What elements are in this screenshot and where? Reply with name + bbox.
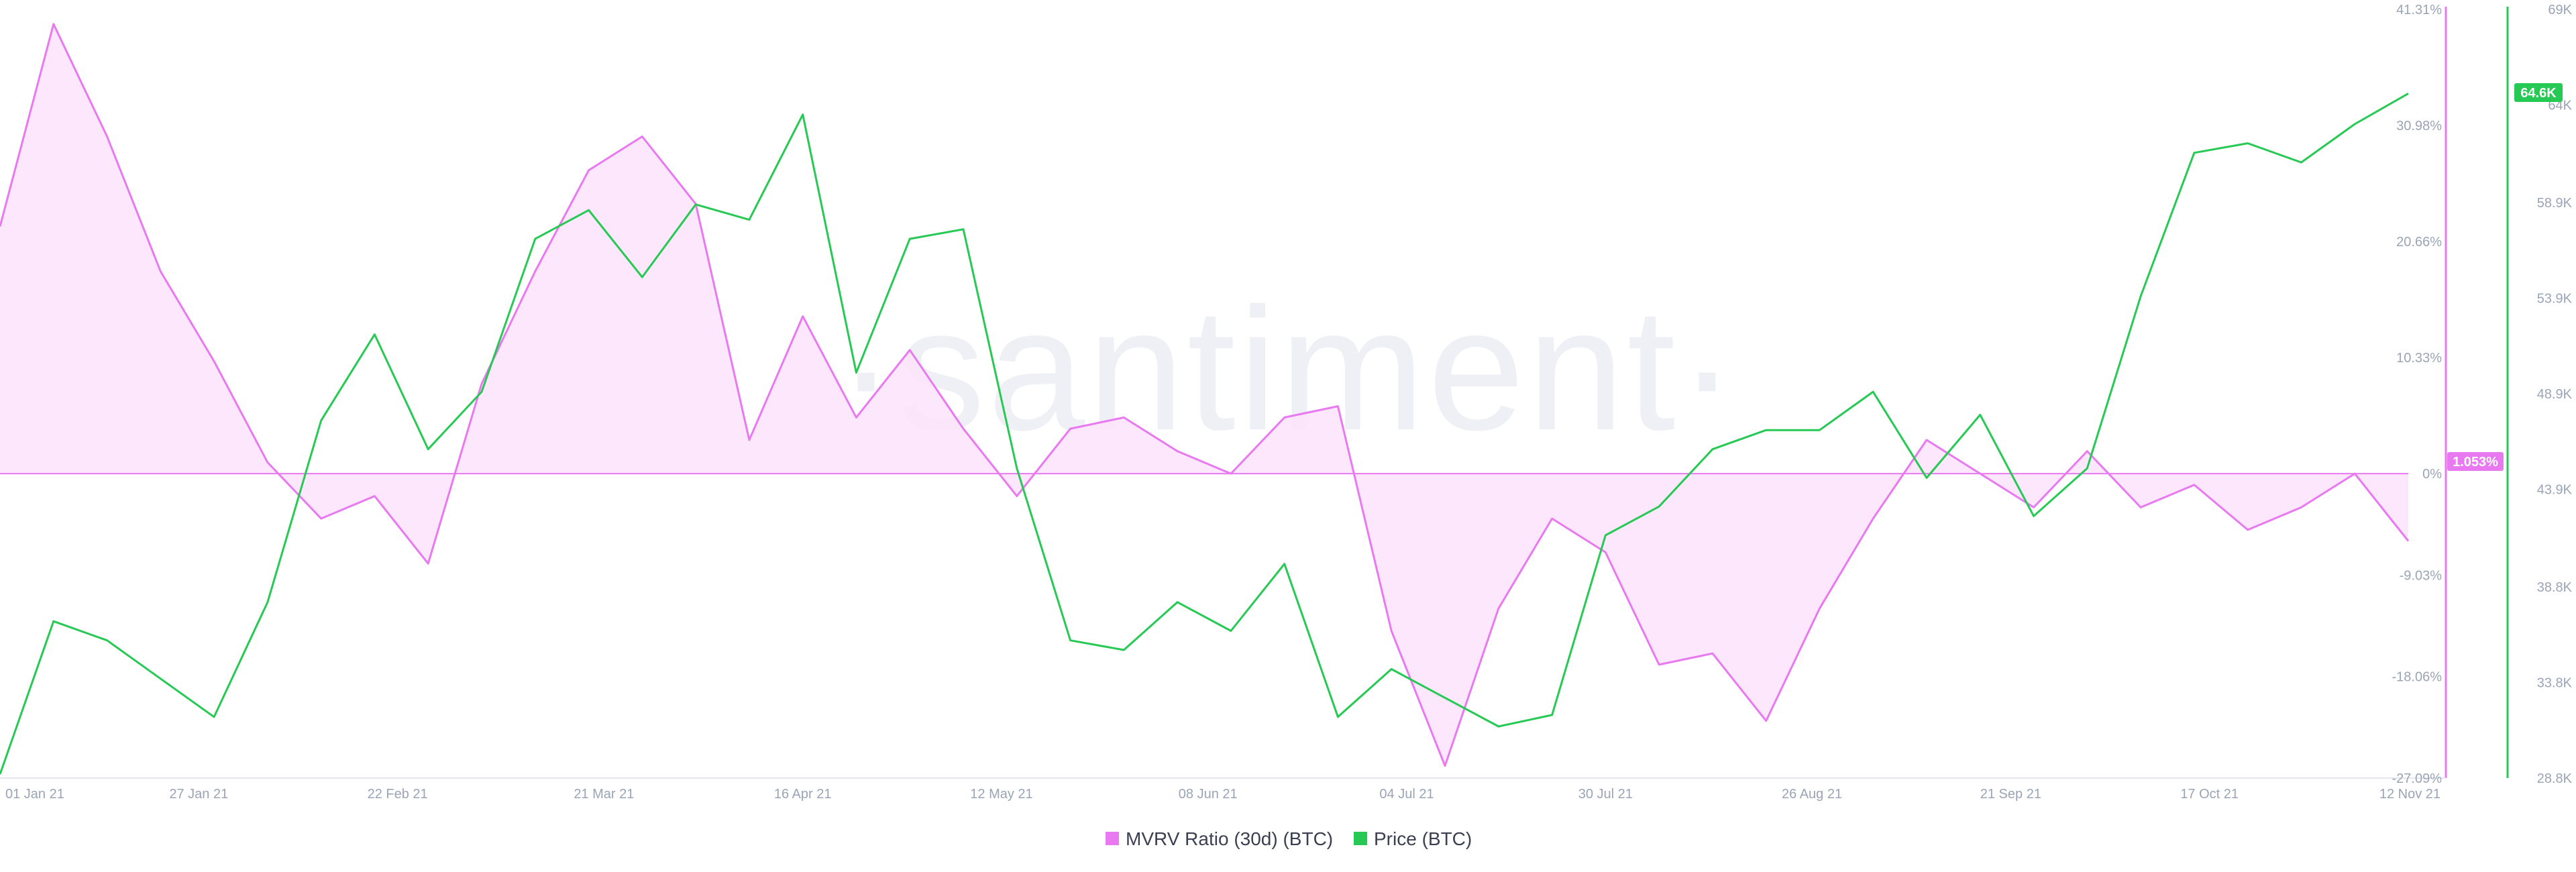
legend-label-mvrv: MVRV Ratio (30d) (BTC) (1126, 828, 1333, 849)
x-tick-label: 26 Aug 21 (1782, 787, 1842, 802)
x-tick-label: 12 Nov 21 (2379, 787, 2440, 802)
x-tick-label: 16 Apr 21 (774, 787, 832, 802)
right-tick-label: 48.9K (2537, 387, 2573, 402)
x-tick-label: 22 Feb 21 (368, 787, 428, 802)
right-tick-label: 28.8K (2537, 771, 2573, 786)
plot-area (0, 23, 2410, 775)
price-line (0, 93, 2409, 775)
x-tick-label: 04 Jul 21 (1379, 787, 1434, 802)
legend-swatch-mvrv (1106, 832, 1119, 845)
right-tick-label: 43.9K (2537, 483, 2573, 498)
left-tick-label: -18.06% (2392, 670, 2443, 685)
mvrv-area (0, 23, 2408, 766)
x-tick-label: 21 Sep 21 (1980, 787, 2041, 802)
right-tick-label: 33.8K (2537, 676, 2573, 691)
mvrv-line (0, 23, 2410, 767)
x-tick-label: 08 Jun 21 (1179, 787, 1238, 802)
left-tick-label: 10.33% (2396, 351, 2442, 366)
legend-item-price[interactable]: Price (BTC) (1354, 828, 1472, 849)
left-axis-ticks: 41.31% 30.98% 20.66% 10.33% 0% -9.03% -18.06% -… (2392, 3, 2443, 786)
mvrv-current-badge: 1.053% (2447, 452, 2504, 471)
left-tick-label: -9.03% (2400, 568, 2443, 583)
legend-label-price: Price (BTC) (1374, 828, 1472, 849)
left-tick-label: 41.31% (2396, 3, 2442, 17)
x-tick-label: 01 Jan 21 (5, 787, 64, 802)
right-tick-label: 69K (2548, 3, 2572, 17)
price-current-label: 64.6K (2520, 86, 2557, 101)
x-tick-label: 21 Mar 21 (574, 787, 634, 802)
x-tick-label: 27 Jan 21 (169, 787, 228, 802)
x-tick-label: 12 May 21 (970, 787, 1032, 802)
x-axis-ticks: 01 Jan 21 27 Jan 21 22 Feb 21 21 Mar 21 16 A… (5, 787, 2440, 802)
x-tick-label: 17 Oct 21 (2180, 787, 2239, 802)
legend-swatch-price (1354, 832, 1367, 845)
right-tick-label: 53.9K (2537, 292, 2573, 307)
left-tick-label: -27.09% (2392, 771, 2443, 786)
left-tick-label: 0% (2422, 467, 2442, 482)
price-current-badge: 64.6K (2514, 83, 2563, 102)
mvrv-current-label: 1.053% (2453, 455, 2498, 470)
legend-item-mvrv[interactable]: MVRV Ratio (30d) (BTC) (1106, 828, 1333, 849)
left-tick-label: 30.98% (2396, 119, 2442, 133)
right-tick-label: 38.8K (2537, 580, 2573, 595)
x-tick-label: 30 Jul 21 (1578, 787, 1633, 802)
left-tick-label: 20.66% (2396, 235, 2442, 250)
right-axis-ticks: 69K64K58.9K53.9K48.9K43.9K38.8K33.8K28.8… (2537, 3, 2573, 786)
legend: MVRV Ratio (30d) (BTC) Price (BTC) (1106, 828, 1472, 849)
right-tick-label: 58.9K (2537, 196, 2573, 211)
